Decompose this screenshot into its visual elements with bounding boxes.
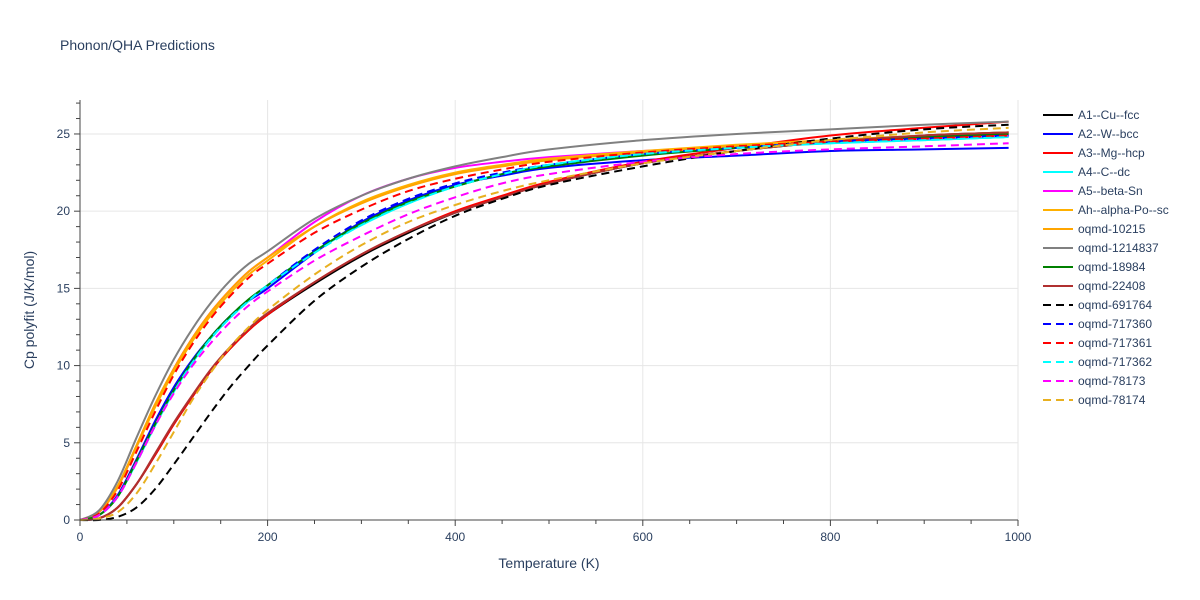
legend-item-oqmd-78173[interactable]: oqmd-78173 [1043, 374, 1146, 388]
y-tick-label-15: 15 [57, 281, 71, 295]
legend-label-ah-alpha-po-sc: Ah--alpha-Po--sc [1078, 203, 1169, 217]
series-line-oqmd-78173 [79, 142, 1009, 521]
y-tick-label-20: 20 [57, 204, 71, 218]
tick-labels: 0 200 400 600 800 1000 0 5 10 15 20 25 [57, 127, 1032, 544]
x-tick-label-400: 400 [445, 530, 465, 544]
x-tick-label-1000: 1000 [1005, 530, 1032, 544]
series-line-oqmd-1214837 [79, 120, 1009, 521]
legend-item-oqmd-717362[interactable]: oqmd-717362 [1043, 355, 1152, 369]
legend-item-oqmd-18984[interactable]: oqmd-18984 [1043, 260, 1146, 274]
legend-label-oqmd-1214837: oqmd-1214837 [1078, 241, 1159, 255]
legend-item-a1-cu-fcc[interactable]: A1--Cu--fcc [1043, 108, 1139, 122]
legend-item-a2-w-bcc[interactable]: A2--W--bcc [1043, 127, 1138, 141]
chart-title: Phonon/QHA Predictions [60, 37, 215, 53]
legend-item-ah-alpha-po-sc[interactable]: Ah--alpha-Po--sc [1043, 203, 1169, 217]
series-line-oqmd-18984 [79, 132, 1009, 521]
series-lines [79, 120, 1009, 522]
series-line-oqmd-717360 [79, 134, 1009, 521]
legend-label-oqmd-78173: oqmd-78173 [1078, 374, 1146, 388]
legend-item-oqmd-717361[interactable]: oqmd-717361 [1043, 336, 1152, 350]
legend-label-a5-beta-sn: A5--beta-Sn [1078, 184, 1143, 198]
x-tick-label-800: 800 [820, 530, 840, 544]
legend-label-oqmd-18984: oqmd-18984 [1078, 260, 1146, 274]
legend-item-oqmd-717360[interactable]: oqmd-717360 [1043, 317, 1152, 331]
legend-label-oqmd-22408: oqmd-22408 [1078, 279, 1146, 293]
legend-label-a4-c-dc: A4--C--dc [1078, 165, 1130, 179]
y-tick-label-0: 0 [63, 513, 70, 527]
series-line-oqmd-78174 [79, 126, 1009, 521]
legend-label-oqmd-10215: oqmd-10215 [1078, 222, 1146, 236]
series-line-oqmd-10215 [79, 132, 1009, 521]
legend-label-oqmd-78174: oqmd-78174 [1078, 393, 1146, 407]
legend-item-a3-mg-hcp[interactable]: A3--Mg--hcp [1043, 146, 1145, 160]
legend-item-oqmd-1214837[interactable]: oqmd-1214837 [1043, 241, 1159, 255]
grid-lines [80, 100, 1019, 520]
legend-item-a4-c-dc[interactable]: A4--C--dc [1043, 165, 1130, 179]
x-tick-label-0: 0 [77, 530, 84, 544]
x-tick-label-200: 200 [258, 530, 278, 544]
x-tick-label-600: 600 [633, 530, 653, 544]
legend-label-a3-mg-hcp: A3--Mg--hcp [1078, 146, 1145, 160]
series-line-oqmd-717361 [79, 134, 1009, 521]
legend-label-oqmd-717360: oqmd-717360 [1078, 317, 1152, 331]
legend-label-oqmd-717361: oqmd-717361 [1078, 336, 1152, 350]
legend-label-oqmd-717362: oqmd-717362 [1078, 355, 1152, 369]
x-axis-title: Temperature (K) [498, 555, 599, 571]
y-tick-label-10: 10 [57, 359, 71, 373]
y-tick-label-5: 5 [63, 436, 70, 450]
y-axis-title: Cp polyfit (J/K/mol) [21, 251, 37, 369]
legend-item-oqmd-78174[interactable]: oqmd-78174 [1043, 393, 1146, 407]
series-line-oqmd-717362 [79, 136, 1009, 521]
y-tick-label-25: 25 [57, 127, 71, 141]
legend-item-a5-beta-sn[interactable]: A5--beta-Sn [1043, 184, 1143, 198]
axes [74, 100, 1019, 526]
legend-item-oqmd-10215[interactable]: oqmd-10215 [1043, 222, 1146, 236]
legend-item-oqmd-22408[interactable]: oqmd-22408 [1043, 279, 1146, 293]
legend-item-oqmd-691764[interactable]: oqmd-691764 [1043, 298, 1152, 312]
legend-label-a2-w-bcc: A2--W--bcc [1078, 127, 1138, 141]
legend[interactable]: A1--Cu--fcc A2--W--bcc A3--Mg--hcp A4--C--d… [1043, 108, 1169, 407]
legend-label-oqmd-691764: oqmd-691764 [1078, 298, 1152, 312]
legend-label-a1-cu-fcc: A1--Cu--fcc [1078, 108, 1139, 122]
